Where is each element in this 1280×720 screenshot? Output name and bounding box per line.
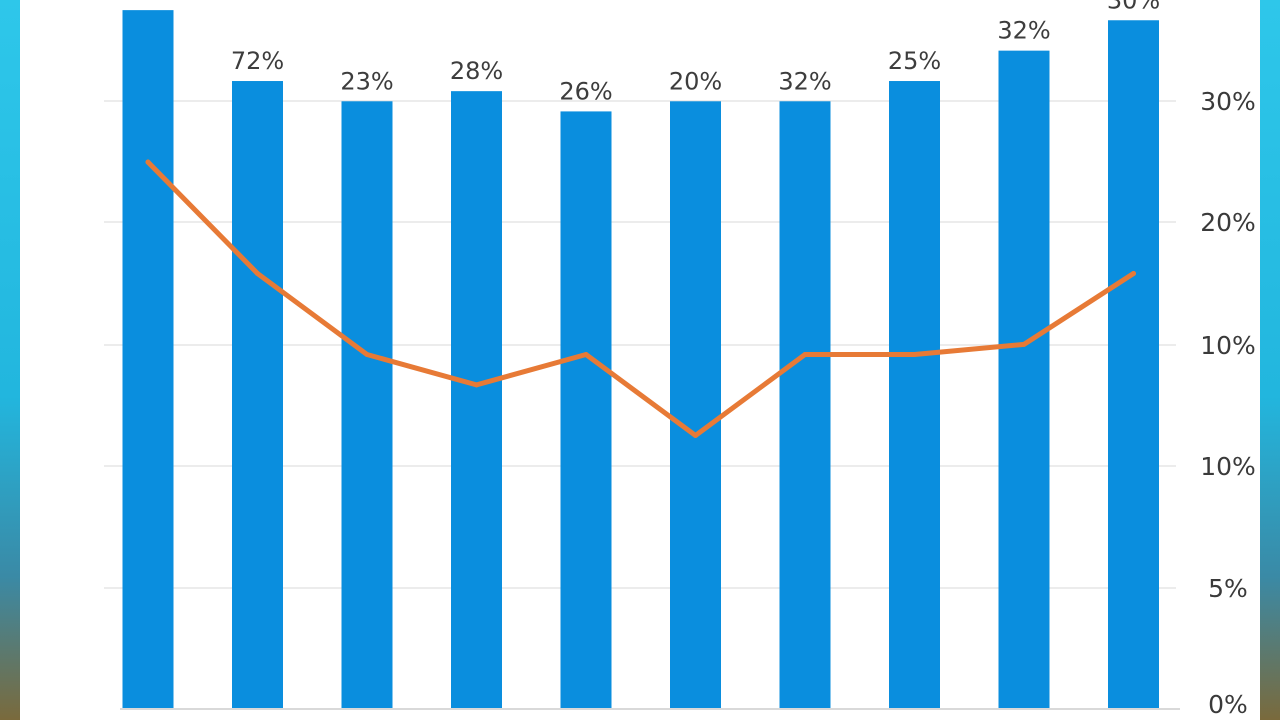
bar (341, 101, 393, 710)
bar (122, 10, 174, 709)
trend-line-series (145, 159, 1136, 439)
y-tick-label: 30% (1200, 87, 1256, 116)
trend-line-point (1131, 270, 1136, 276)
bar-value-label: 26% (559, 77, 612, 105)
trend-line-point (583, 352, 589, 357)
bar (451, 91, 502, 709)
bar-value-label: 79% (121, 0, 174, 4)
trend-line-point (145, 159, 151, 165)
trend-line-point (474, 382, 479, 388)
bar (232, 81, 283, 710)
combo-bar-line-chart: 79% 72% 23% 28% 26% 20% 32% 25% 32% 30% 0% 5% 10% 10… (104, 0, 1256, 719)
trend-line-point (364, 352, 370, 357)
y-tick-label: 10% (1200, 331, 1256, 360)
y-tick-label: 20% (1200, 208, 1256, 237)
trend-line-point (693, 433, 698, 439)
trend-line-point (912, 352, 917, 357)
y-axis-tick-labels: 0% 5% 10% 10% 20% 30% (1200, 87, 1256, 719)
y-tick-label: 0% (1208, 690, 1248, 719)
bar-value-label: 30% (1107, 0, 1160, 14)
bar-value-label: 72% (231, 47, 284, 75)
bar (998, 50, 1050, 709)
trend-line-point (1021, 341, 1027, 347)
bar-value-label: 32% (997, 17, 1050, 45)
trend-line-point (802, 352, 808, 357)
bar-value-label: 32% (778, 67, 831, 95)
bar (560, 111, 612, 709)
bar-value-label: 28% (450, 57, 503, 85)
bars (122, 10, 1159, 710)
trend-line (145, 159, 1136, 438)
bar (779, 101, 831, 710)
bar-value-label: 23% (340, 67, 393, 95)
trend-line-point (255, 270, 260, 276)
bar-value-labels: 79% 72% 23% 28% 26% 20% 32% 25% 32% 30% (121, 0, 1160, 105)
bar (889, 81, 940, 710)
background-left-strip (0, 0, 20, 720)
bar-value-label: 20% (669, 67, 722, 95)
bar-value-label: 25% (888, 47, 941, 75)
y-tick-label: 10% (1200, 452, 1256, 481)
background-right-strip (1260, 0, 1280, 720)
chart-panel: 79% 72% 23% 28% 26% 20% 32% 25% 32% 30% 0% 5% 10% 10… (20, 0, 1260, 720)
bar (1108, 20, 1159, 710)
y-tick-label: 5% (1208, 574, 1248, 603)
bar (670, 101, 721, 710)
